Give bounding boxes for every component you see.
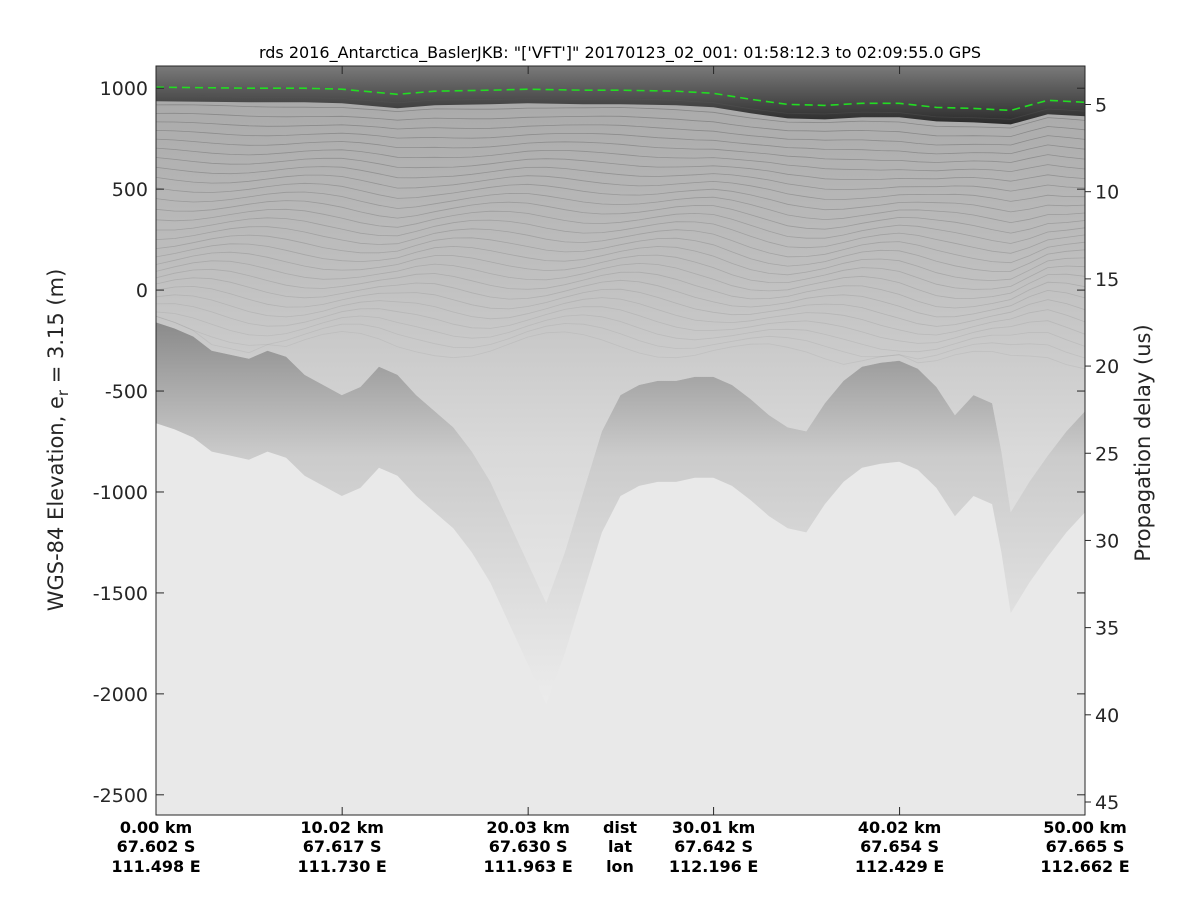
right-tick-label: 5: [1095, 95, 1107, 117]
x-tick-dist-label: 50.00 km: [1043, 818, 1127, 837]
left-axis-ticks: 1000 500 0 -500 -1000 -1500 -2000 -2500: [93, 78, 1085, 807]
chart-title: rds 2016_Antarctica_BaslerJKB: "['VFT']"…: [259, 43, 981, 63]
internal-layer-line: [156, 138, 1085, 163]
internal-layer-line: [156, 243, 1085, 282]
internal-layer-line: [156, 294, 1085, 336]
x-tick-lon-label: 112.662 E: [1040, 857, 1129, 876]
internal-layer-line: [156, 285, 1085, 327]
surface-band: [156, 66, 1085, 125]
internal-layers: [156, 95, 1085, 370]
internal-layer-line: [156, 217, 1085, 254]
x-tick-lon-label: 111.498 E: [111, 857, 200, 876]
internal-layer-line: [156, 191, 1085, 224]
right-tick-label: 30: [1095, 530, 1119, 552]
x-tick-dist-label: 40.02 km: [858, 818, 942, 837]
internal-layer-line: [156, 174, 1085, 202]
left-tick-label: 0: [136, 280, 148, 302]
left-tick-label: -2000: [93, 684, 148, 706]
x-row-label-dist: dist: [603, 818, 637, 837]
x-tick-dist-label: 20.03 km: [486, 818, 570, 837]
internal-layer-line: [156, 112, 1085, 137]
internal-layer-line: [156, 277, 1085, 318]
right-tick-label: 45: [1095, 792, 1119, 814]
x-tick-dist-label: 30.01 km: [672, 818, 756, 837]
internal-layer-line: [156, 147, 1085, 173]
x-row-label-lon: lon: [606, 857, 634, 876]
x-tick-dist-label: 10.02 km: [300, 818, 384, 837]
left-axis-label-subscript: r: [54, 389, 72, 396]
x-tick-lon-label: 111.963 E: [483, 857, 572, 876]
internal-layer-line: [156, 260, 1085, 299]
internal-layer-line: [156, 251, 1085, 290]
x-tick-lon-label: 112.196 E: [669, 857, 758, 876]
internal-layer-line: [156, 234, 1085, 272]
internal-layer-line: [156, 182, 1085, 213]
x-tick-dist-label: 0.00 km: [120, 818, 192, 837]
left-tick-label: -1000: [93, 482, 148, 504]
x-tick-lat-label: 67.665 S: [1046, 837, 1125, 856]
internal-layer-line: [156, 166, 1085, 192]
right-tick-label: 40: [1095, 705, 1119, 727]
bed-echo: [156, 322, 1085, 704]
internal-layer-line: [156, 208, 1085, 244]
internal-layer-line: [156, 200, 1085, 234]
left-tick-label: 1000: [100, 78, 148, 100]
radar-echogram: [156, 66, 1085, 815]
left-axis-label-tail: = 3.15 (m): [44, 269, 68, 390]
x-tick-lat-label: 67.630 S: [489, 837, 568, 856]
internal-layer-line: [156, 315, 1085, 360]
x-tick-lat-label: 67.617 S: [303, 837, 382, 856]
right-tick-label: 10: [1095, 182, 1119, 204]
x-tick-lon-label: 112.429 E: [855, 857, 944, 876]
left-tick-label: 500: [112, 179, 148, 201]
x-row-label-lat: lat: [608, 837, 632, 856]
left-axis-label-main: WGS-84 Elevation, e: [44, 396, 68, 611]
right-axis-ticks: 5 10 15 20 25 30 35 40 45: [1085, 95, 1119, 814]
x-tick-lat-label: 67.654 S: [860, 837, 939, 856]
left-tick-label: -1500: [93, 583, 148, 605]
internal-layer-line: [156, 226, 1085, 264]
x-tick-lat-label: 67.642 S: [674, 837, 753, 856]
left-axis-label: WGS-84 Elevation, er = 3.15 (m): [44, 269, 72, 612]
internal-layer-line: [156, 130, 1085, 155]
right-tick-label: 15: [1095, 269, 1119, 291]
x-tick-lat-label: 67.602 S: [117, 837, 196, 856]
internal-layer-line: [156, 104, 1085, 129]
left-tick-label: -500: [105, 381, 148, 403]
internal-layer-line: [156, 95, 1085, 120]
right-axis-label: Propagation delay (us): [1131, 324, 1155, 561]
ice-column: [156, 87, 1085, 603]
internal-layer-line: [156, 121, 1085, 146]
surface-pick-line: [156, 86, 1085, 112]
right-tick-label: 20: [1095, 356, 1119, 378]
internal-layer-line: [156, 268, 1085, 309]
internal-layer-line: [156, 303, 1085, 344]
right-tick-label: 25: [1095, 443, 1119, 465]
x-tick-lon-label: 111.730 E: [297, 857, 386, 876]
internal-layer-line: [156, 157, 1085, 182]
internal-layer-line: [156, 311, 1085, 353]
left-tick-label: -2500: [93, 785, 148, 807]
internal-layer-line: [156, 315, 1085, 370]
plot-frame: [155, 65, 1086, 816]
right-tick-label: 35: [1095, 618, 1119, 640]
